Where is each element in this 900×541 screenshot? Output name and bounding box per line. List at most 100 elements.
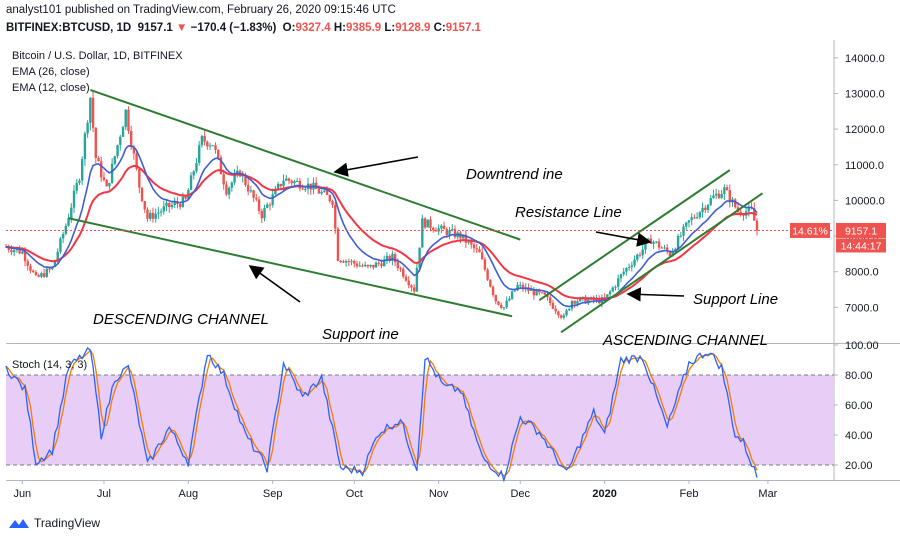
candle-body (755, 220, 759, 231)
candle-body (429, 219, 432, 228)
candle-body (246, 184, 250, 192)
close-value: 9157.1 (445, 22, 481, 34)
candle-body (219, 157, 223, 175)
candle-body (535, 289, 538, 296)
candle-body (266, 204, 269, 208)
time-tick-label: Jul (97, 488, 111, 500)
candle-body (37, 275, 40, 277)
candle-body (293, 181, 296, 184)
candle-body (712, 195, 715, 199)
candle-body (510, 291, 514, 299)
candle-body (657, 241, 661, 248)
candle-body (100, 161, 103, 178)
candle-body (415, 267, 419, 292)
candle-body (325, 190, 329, 196)
resistance-arrow (595, 231, 652, 247)
candle-body (233, 174, 236, 183)
candle-body (391, 254, 394, 261)
support-ine-label: Support ine (322, 326, 399, 343)
candle-body (516, 284, 519, 291)
candle-body (690, 217, 693, 221)
candle-body (369, 264, 372, 267)
change-value: −170.4 (−1.83%) (190, 22, 277, 34)
candle-body (641, 249, 644, 256)
candle-body (489, 279, 492, 287)
candle-body (255, 197, 258, 200)
candle-body (304, 189, 307, 191)
candle-body (660, 247, 663, 249)
candle-body (178, 204, 182, 207)
candle-body (606, 294, 609, 299)
candle-body (698, 212, 702, 218)
candle-body (323, 190, 326, 192)
candle-body (121, 126, 125, 137)
candle-body (203, 135, 206, 142)
candle-body (412, 287, 416, 292)
candle-body (249, 190, 253, 192)
candle-body (97, 157, 100, 162)
candle-body (404, 276, 408, 281)
tradingview-brand[interactable]: TradingView (8, 516, 100, 530)
price-axis: 14000.013000.012000.011000.010000.09000.… (834, 53, 885, 472)
candle-body (747, 206, 751, 212)
candle-body (676, 236, 680, 249)
candle-body (331, 201, 334, 205)
candle-body (494, 294, 497, 302)
stoch-k-line (5, 347, 758, 483)
candle-body (742, 214, 745, 216)
candle-body (445, 229, 449, 235)
ema26-line (5, 164, 758, 300)
price-pane[interactable] (6, 40, 834, 343)
candle-body (89, 97, 92, 123)
candle-body (342, 261, 345, 263)
candle-body (102, 177, 106, 181)
candle-body (611, 287, 614, 292)
candle-body (222, 174, 225, 185)
candle-body (448, 230, 451, 235)
candle-body (388, 255, 391, 261)
candle-body (347, 261, 351, 263)
trendline (560, 192, 764, 334)
candle-body (7, 246, 10, 250)
candle-body (663, 247, 666, 249)
support-ine-arrow (248, 265, 301, 303)
candles (4, 91, 759, 320)
candle-body (18, 248, 21, 254)
candle-body (437, 228, 440, 232)
candle-body (682, 226, 685, 236)
downtrend-label: Downtrend ine (466, 166, 563, 183)
candle-body (295, 180, 299, 182)
candle-body (21, 251, 24, 254)
trendline (68, 217, 513, 318)
candle-body (132, 146, 136, 154)
candle-body (34, 272, 38, 276)
candle-body (363, 264, 367, 267)
candle-body (105, 180, 108, 187)
last-price: 9157.1 (137, 22, 173, 34)
candle-body (336, 228, 340, 261)
high-label: H: (333, 22, 346, 34)
pct-tag-text: 14.61% (792, 225, 828, 237)
trendline (538, 169, 731, 302)
candle-body (189, 175, 193, 191)
candle-body (551, 302, 555, 309)
candle-body (565, 310, 568, 316)
candle-body (149, 212, 152, 219)
ema12-line (5, 145, 758, 308)
candle-body (453, 229, 457, 238)
stoch-tick-label: 100.00 (845, 340, 879, 352)
price-tick-label: 10000.0 (845, 195, 885, 207)
candle-body (61, 233, 65, 239)
candle-body (584, 296, 587, 304)
candle-body (540, 292, 544, 294)
candle-body (559, 315, 563, 318)
candle-body (562, 315, 566, 318)
time-tick-label: Mar (758, 488, 777, 500)
candle-body (619, 274, 623, 279)
candle-body (282, 180, 285, 187)
price-tick-label: 7000.0 (845, 302, 879, 314)
candle-body (56, 251, 59, 260)
support-line-arrow (626, 287, 685, 302)
candle-body (154, 213, 157, 219)
